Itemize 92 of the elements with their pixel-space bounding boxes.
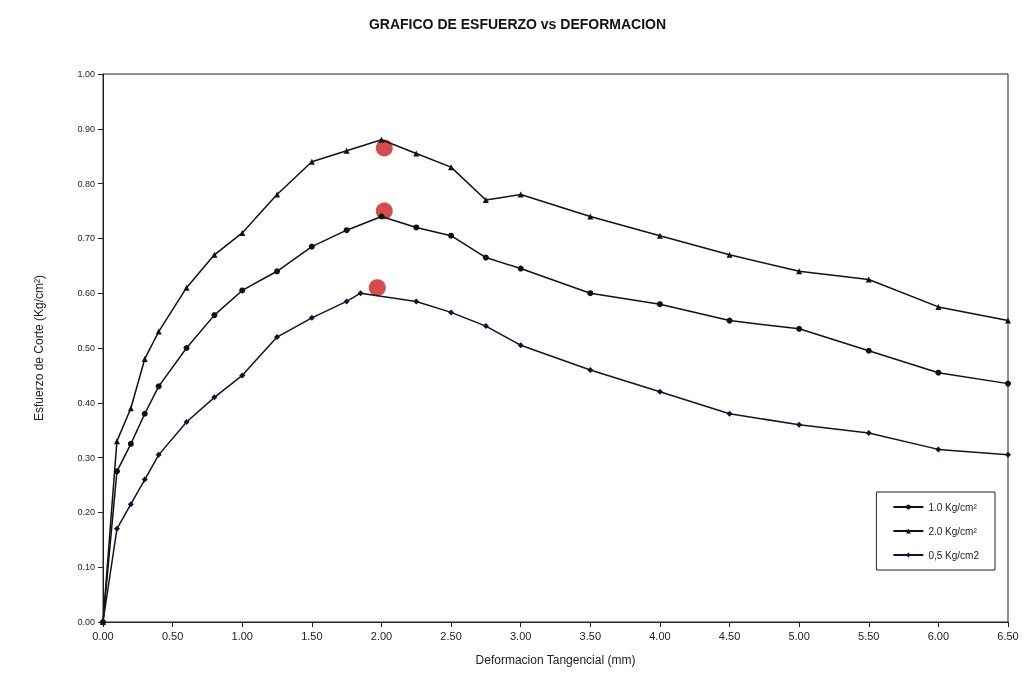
- x-tick-label: 2.00: [370, 629, 393, 642]
- point: [656, 232, 663, 239]
- point: [127, 440, 134, 447]
- point: [378, 136, 385, 143]
- point: [155, 383, 162, 390]
- point: [413, 224, 420, 231]
- point: [211, 251, 218, 258]
- point: [378, 213, 385, 220]
- point: [935, 303, 942, 310]
- x-tick-label: 6.00: [927, 629, 950, 642]
- point: [482, 254, 489, 261]
- y-tick-label: 0.20: [77, 507, 95, 518]
- point: [211, 312, 218, 319]
- point: [343, 227, 350, 234]
- point: [865, 276, 872, 283]
- point: [183, 284, 190, 291]
- point: [448, 309, 455, 316]
- point: [482, 323, 489, 330]
- point: [239, 229, 246, 236]
- x-tick-label: 5.50: [858, 629, 880, 642]
- point: [239, 372, 246, 379]
- x-axis-title: Deformacion Tangencial (mm): [475, 653, 636, 667]
- point: [935, 446, 942, 453]
- point: [448, 164, 455, 171]
- point: [239, 287, 246, 294]
- point: [413, 298, 420, 305]
- point: [656, 301, 663, 308]
- x-tick-label: 4.50: [718, 629, 741, 642]
- point: [726, 251, 733, 258]
- point: [865, 429, 872, 436]
- x-tick-label: 0.00: [92, 629, 114, 642]
- x-tick-label: 6.50: [997, 629, 1019, 642]
- point: [517, 342, 524, 349]
- point: [1005, 317, 1011, 324]
- chart-title: GRAFICO DE ESFUERZO vs DEFORMACION: [368, 16, 667, 32]
- point: [587, 290, 594, 297]
- point: [155, 328, 162, 335]
- y-tick-label: 0.10: [77, 562, 95, 573]
- point: [183, 345, 190, 351]
- y-tick-label: 0.40: [77, 397, 95, 408]
- point: [587, 366, 594, 373]
- point: [308, 158, 315, 165]
- point: [113, 468, 120, 475]
- point: [155, 451, 162, 458]
- x-tick-label: 3.50: [579, 629, 602, 642]
- y-tick-label: 0.90: [77, 123, 95, 134]
- point: [865, 347, 872, 354]
- legend-label: 1.0 Kg/cm²: [928, 501, 978, 513]
- point: [127, 501, 134, 508]
- x-tick-label: 0.50: [161, 629, 184, 642]
- y-tick-label: 0.00: [77, 617, 95, 627]
- x-tick-label: 5.00: [788, 629, 810, 642]
- point: [796, 421, 803, 428]
- point: [274, 334, 281, 341]
- y-axis-title: Esfuerzo de Corte (Kg/cm²): [32, 274, 46, 422]
- y-tick-label: 0.30: [77, 452, 95, 463]
- point: [183, 418, 190, 425]
- y-tick-label: 0.50: [77, 343, 95, 353]
- point: [343, 147, 350, 154]
- y-tick-label: 0.80: [77, 178, 95, 189]
- point: [308, 243, 315, 250]
- point: [274, 268, 281, 275]
- y-tick-label: 1.00: [77, 69, 95, 79]
- y-tick-label: 0.70: [77, 233, 95, 244]
- point: [517, 191, 524, 198]
- point: [1005, 451, 1011, 458]
- point: [113, 438, 120, 445]
- point: [656, 388, 663, 395]
- point: [448, 232, 455, 239]
- legend-label: 0,5 Kg/cm2: [928, 549, 980, 561]
- x-tick-label: 4.00: [649, 629, 671, 642]
- point: [274, 191, 281, 198]
- y-tick-label: 0.60: [77, 288, 95, 299]
- x-tick-label: 1.50: [301, 629, 323, 642]
- point: [113, 525, 120, 532]
- point: [211, 394, 218, 401]
- point: [482, 197, 489, 204]
- x-tick-label: 2.50: [440, 629, 462, 642]
- point: [368, 279, 386, 297]
- legend-label: 2.0 Kg/cm²: [928, 525, 978, 537]
- point: [343, 298, 350, 305]
- point: [935, 369, 942, 376]
- point: [141, 355, 148, 362]
- point: [141, 476, 148, 483]
- point: [308, 314, 315, 321]
- x-tick-label: 3.00: [509, 629, 532, 642]
- point: [1005, 380, 1011, 387]
- point: [357, 290, 364, 297]
- point: [796, 325, 803, 332]
- point: [141, 410, 148, 417]
- point: [726, 410, 733, 417]
- x-tick-label: 1.00: [231, 629, 253, 642]
